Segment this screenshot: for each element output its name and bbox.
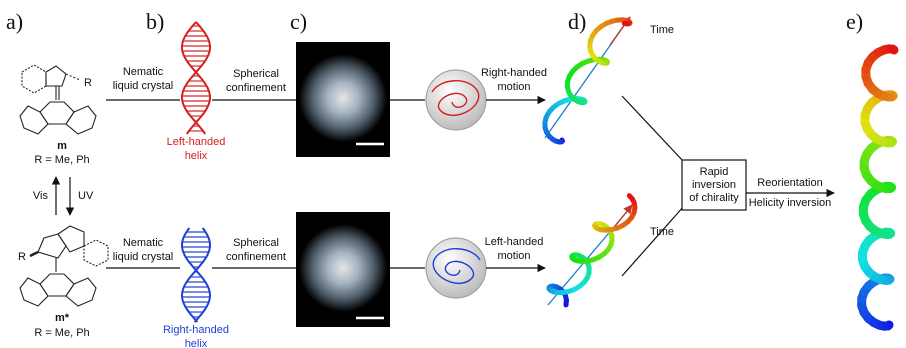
motion-label: Left-handed	[485, 236, 544, 248]
panel-label: e)	[846, 9, 863, 34]
molecule-name: m	[57, 140, 67, 152]
sphere	[426, 238, 486, 298]
panel-label: d)	[568, 9, 586, 34]
segment	[893, 49, 894, 50]
box-label: of chirality	[689, 192, 739, 204]
molecule-note: R = Me, Ph	[34, 154, 89, 166]
panel-label: c)	[290, 9, 307, 34]
helix-label: Left-handed	[167, 136, 226, 148]
step-label: Spherical	[233, 68, 279, 80]
arrow-label: Helicity inversion	[749, 197, 832, 209]
box-label: Rapid	[700, 166, 729, 178]
helix-label: helix	[185, 338, 208, 348]
droplet	[299, 54, 387, 142]
strand	[182, 22, 210, 134]
molecule	[20, 226, 108, 306]
trajectory	[545, 20, 630, 142]
step-label: Spherical	[233, 237, 279, 249]
step-label: liquid crystal	[113, 251, 174, 263]
axis-label: Time	[650, 24, 674, 36]
substituent: R	[84, 77, 92, 89]
helix	[182, 228, 210, 322]
panel-label: b)	[146, 9, 164, 34]
axis-label: Time	[650, 226, 674, 238]
helix	[182, 22, 210, 134]
molecule-name: m*	[55, 312, 70, 324]
strand	[182, 22, 210, 134]
connector	[622, 96, 684, 162]
panel-label: a)	[6, 9, 23, 34]
switch-label: Vis	[33, 190, 49, 202]
droplet	[299, 224, 387, 312]
helix-label: helix	[185, 150, 208, 162]
segment	[624, 23, 627, 24]
step-label: confinement	[226, 82, 286, 94]
sphere	[426, 70, 486, 130]
step-label: confinement	[226, 251, 286, 263]
step-label: liquid crystal	[113, 80, 174, 92]
helix-label: Right-handed	[163, 324, 229, 336]
trajectory	[862, 49, 894, 326]
step-label: Nematic	[123, 237, 164, 249]
motion-label: motion	[497, 81, 530, 93]
segment	[629, 196, 632, 199]
motion-label: Right-handed	[481, 67, 547, 79]
step-label: Nematic	[123, 66, 164, 78]
figure: a) b) c) d) e) R m R = Me, Ph Vis UV R m…	[0, 0, 906, 348]
trajectory	[549, 196, 635, 305]
switch-label: UV	[78, 190, 94, 202]
motion-label: motion	[497, 250, 530, 262]
molecule	[20, 65, 96, 134]
box-label: inversion	[692, 179, 736, 191]
substituent: R	[18, 251, 26, 263]
molecule-note: R = Me, Ph	[34, 327, 89, 339]
arrow-label: Reorientation	[757, 177, 822, 189]
